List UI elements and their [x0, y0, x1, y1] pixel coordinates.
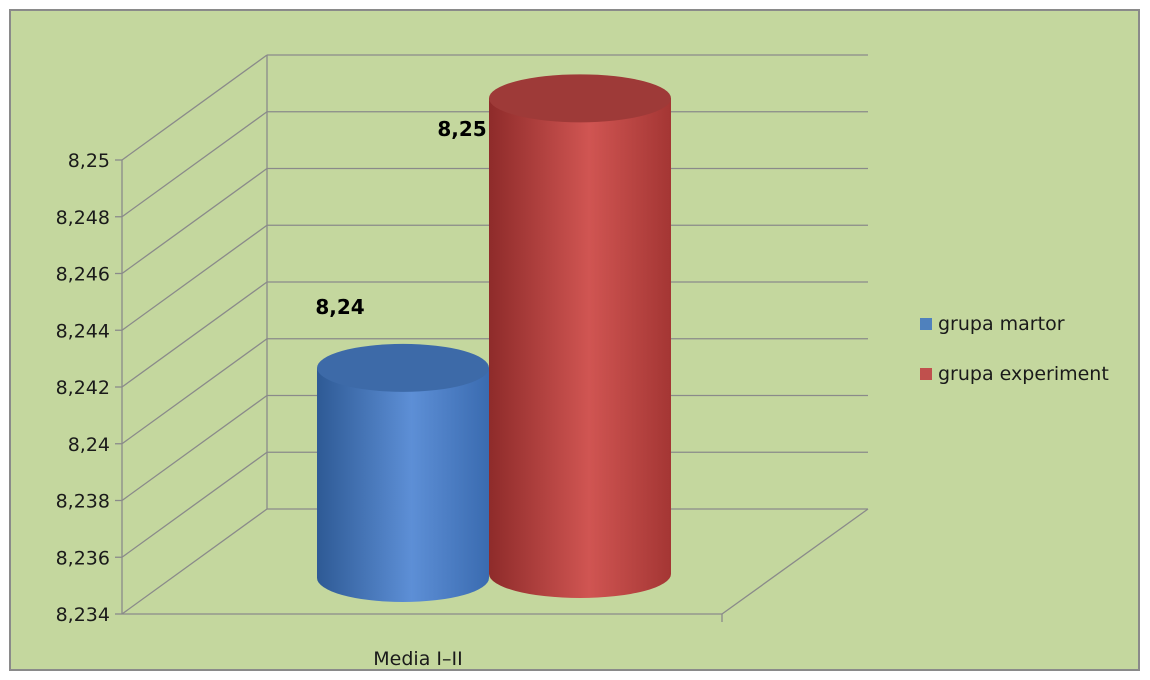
legend-label-experiment: grupa experiment	[938, 363, 1109, 385]
y-tick-label: 8,25	[68, 150, 110, 172]
y-axis: 8,234 8,236 8,238 8,24 8,242 8,244 8,246 8,248 8…	[56, 150, 723, 626]
bar-grupa-martor-top	[317, 343, 489, 392]
side-gridline	[121, 451, 268, 558]
bar-grupa-martor	[317, 343, 489, 602]
y-tick-label: 8,248	[56, 207, 110, 229]
data-label: 8,24	[315, 295, 364, 319]
floor-right-edge	[721, 508, 869, 615]
side-gridline	[121, 167, 268, 275]
y-tick-label: 8,238	[56, 491, 110, 513]
side-gridline	[121, 281, 268, 388]
bar-grupa-experiment	[489, 74, 671, 598]
side-gridline	[121, 508, 268, 615]
category-label: Media I–II	[373, 648, 462, 670]
side-gridline	[121, 394, 268, 502]
side-gridline	[121, 338, 268, 445]
legend: grupa martor grupa experiment	[920, 313, 1109, 385]
bars	[317, 74, 671, 602]
legend-swatch-martor	[920, 318, 932, 330]
y-tick-label: 8,234	[56, 604, 110, 626]
side-gridline	[121, 111, 268, 218]
y-tick-label: 8,244	[56, 320, 110, 342]
side-gridline	[121, 54, 268, 161]
bar-grupa-martor-body	[317, 367, 489, 602]
data-labels: 8,24 8,25	[315, 117, 486, 319]
data-label: 8,25	[437, 117, 486, 141]
y-tick-label: 8,242	[56, 377, 110, 399]
legend-label-martor: grupa martor	[938, 313, 1065, 335]
y-tick-label: 8,236	[56, 547, 110, 569]
legend-swatch-experiment	[920, 368, 932, 380]
y-tick-label: 8,246	[56, 264, 110, 286]
side-gridline	[121, 224, 268, 331]
bar-grupa-experiment-top	[489, 74, 671, 123]
bar-grupa-experiment-body	[489, 98, 671, 598]
y-tick-label: 8,24	[68, 434, 110, 456]
